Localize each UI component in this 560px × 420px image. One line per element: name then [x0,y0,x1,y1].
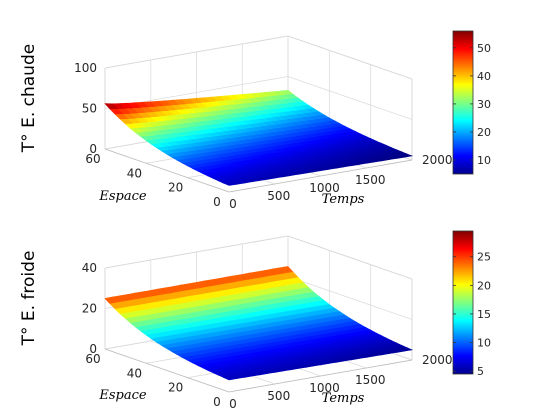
espace-tick-label: 0 [213,395,221,409]
temps-tick-label: 2000 [422,153,453,167]
temps-tick-label: 0 [229,397,237,411]
colorbar-tick-label: 10 [477,337,491,350]
colorbar-tick-label: 40 [477,70,491,83]
temps-tick-label: 2000 [422,353,453,367]
colorbar-tick-label: 20 [477,279,491,292]
temps-tick-label: 0 [229,197,237,211]
temps-axis-label-cold: Temps [322,391,365,406]
z-tick-label: 0 [89,142,97,156]
z-axis-label-cold: T° E. froide [19,251,39,347]
colorbar-tick-label: 5 [477,365,484,378]
z-ticks-hot: 0 50 100 [74,61,97,156]
colorbar-tick-label: 50 [477,42,491,55]
surface-plot-hot: 0 50 100 60 40 20 0 0 500 1000 1500 2000 T° E. ch… [19,30,491,211]
colorbar-tick-label: 25 [477,251,491,264]
temps-axis-line [228,159,413,193]
surface-mesh-cold [104,266,414,381]
espace-tick-label: 0 [213,195,221,209]
espace-tick-label: 60 [85,352,100,366]
espace-ticks-hot: 60 40 20 0 [85,152,220,209]
colorbar-gradient-cold [452,230,474,375]
espace-axis-line [104,148,230,193]
espace-tick-label: 20 [168,181,183,195]
temps-tick-label: 500 [267,389,290,403]
espace-tick-label: 40 [127,366,142,380]
espace-tick-label: 20 [168,381,183,395]
temps-tick-label: 1500 [355,173,386,187]
temps-tick-label: 1500 [355,373,386,387]
temps-tick-label: 500 [267,189,290,203]
temps-ticks-cold: 0 500 1000 1500 2000 [229,353,452,411]
temps-tick-label: 1000 [309,381,340,395]
espace-axis-label-hot: Espace [98,189,147,204]
z-tick-label: 20 [82,302,97,316]
colorbar-cold: 5 10 15 20 25 [452,230,491,378]
z-axis-label-hot: T° E. chaude [19,44,39,153]
espace-tick-label: 60 [85,152,100,166]
colorbar-hot: 10 20 30 40 50 [452,30,491,175]
z-tick-label: 50 [82,102,97,116]
z-ticks-cold: 0 20 40 [82,261,97,356]
colorbar-tick-label: 20 [477,126,491,139]
colorbar-gradient-hot [452,30,474,175]
z-tick-label: 40 [82,261,97,275]
surface-cell [222,181,238,186]
surface-plot-cold: 0 20 40 60 40 20 0 0 500 1000 1500 2000 T° E. fro… [19,230,491,411]
temps-ticks-hot: 0 500 1000 1500 2000 [229,153,452,211]
temps-tick-label: 1000 [309,181,340,195]
z-tick-label: 100 [74,61,97,75]
espace-tick-label: 40 [127,166,142,180]
temps-axis-line [228,359,413,393]
z-tick-label: 0 [89,342,97,356]
espace-axis-line [104,348,230,393]
colorbar-tick-label: 10 [477,154,491,167]
espace-ticks-cold: 60 40 20 0 [85,352,220,409]
colorbar-tick-label: 30 [477,98,491,111]
temps-axis-label-hot: Temps [322,192,365,207]
surface-mesh-hot [104,89,414,186]
surface-cell [222,375,238,381]
espace-axis-label-cold: Espace [98,388,147,403]
colorbar-tick-label: 15 [477,308,491,321]
